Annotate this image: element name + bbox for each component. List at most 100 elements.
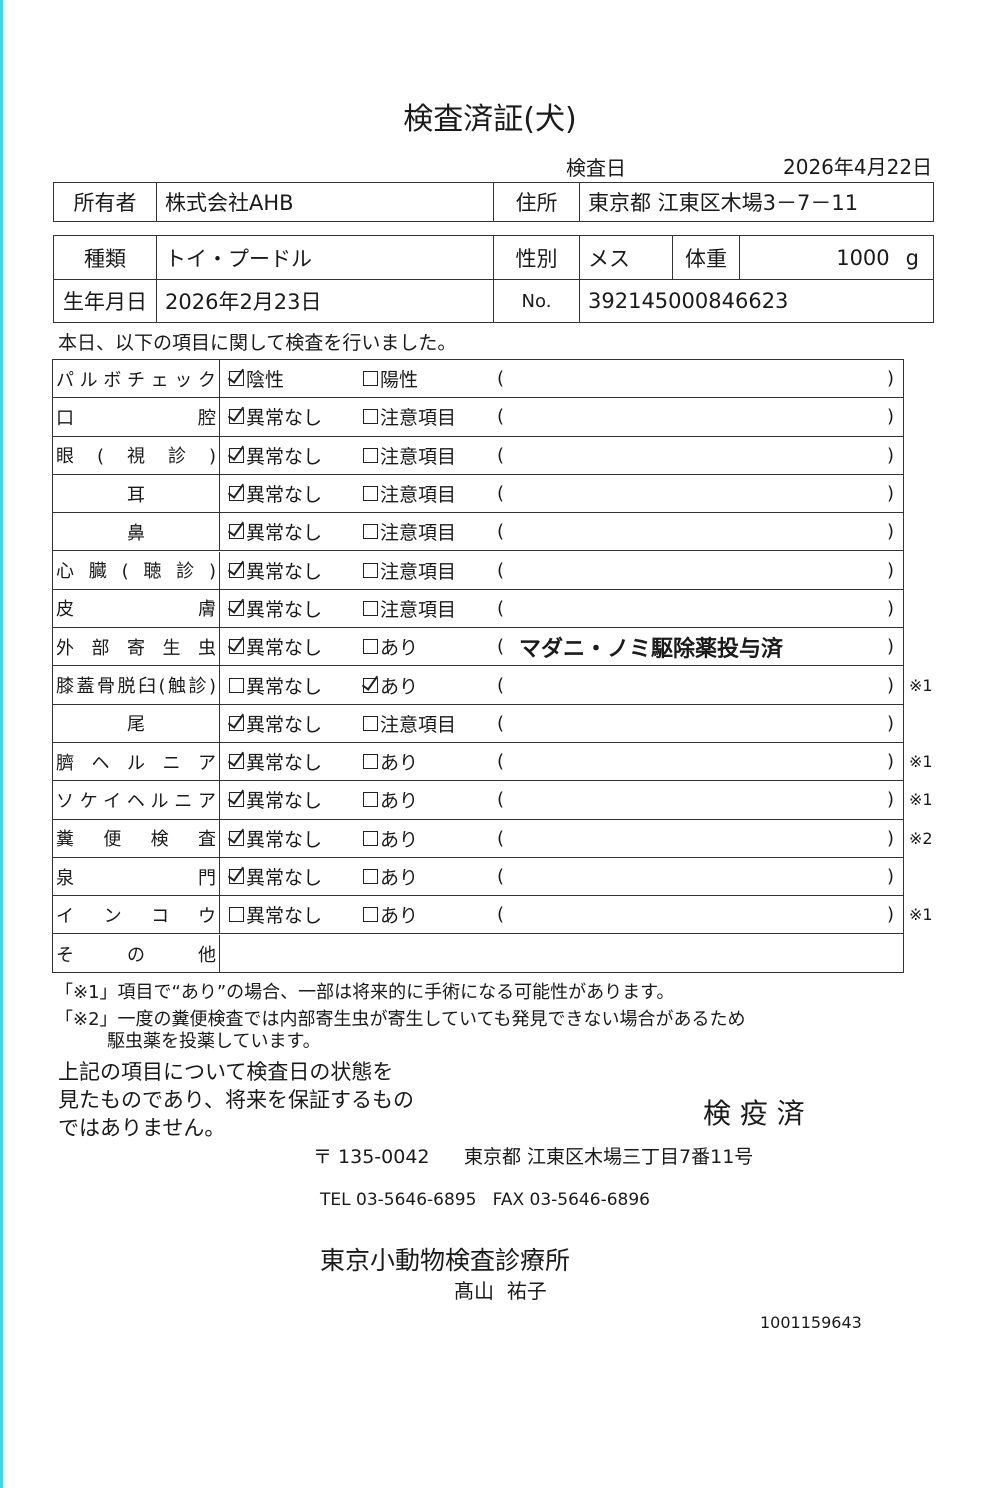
option-2[interactable]: 注意項目 (363, 552, 456, 589)
checkbox[interactable] (229, 907, 244, 923)
option-label: 注意項目 (380, 445, 457, 468)
option-2[interactable]: あり (363, 628, 418, 665)
checkbox[interactable] (229, 600, 244, 616)
close-paren: ) (887, 904, 895, 926)
inspection-row: インコウ 異常なし あり () ※1 (53, 896, 933, 935)
option-2[interactable]: 陽性 (363, 360, 418, 397)
veterinarian-name: 髙山 祐子 (454, 1279, 547, 1303)
checkbox[interactable] (363, 792, 378, 808)
owner-label: 所有者 (73, 191, 137, 215)
option-2[interactable]: 注意項目 (363, 475, 456, 512)
note-marker: ※2 (909, 828, 933, 848)
option-2[interactable]: あり (363, 781, 418, 818)
option-1[interactable]: 異常なし (229, 858, 322, 895)
checkbox[interactable] (229, 715, 244, 731)
option-1[interactable]: 異常なし (229, 820, 322, 857)
checkbox[interactable] (363, 524, 378, 540)
option-label: あり (380, 867, 419, 890)
disclaimer-line: ではありません。 (58, 1116, 226, 1140)
option-label: 注意項目 (380, 560, 457, 583)
option-1[interactable]: 異常なし (229, 398, 322, 435)
option-1[interactable]: 異常なし (229, 590, 322, 627)
item-label-text: 糞便検査 (56, 829, 216, 851)
option-1[interactable]: 異常なし (229, 628, 322, 665)
checkbox[interactable] (229, 486, 244, 502)
option-label: 注意項目 (380, 407, 457, 430)
option-1[interactable]: 陰性 (229, 360, 284, 397)
checkbox[interactable] (363, 447, 378, 463)
option-1[interactable]: 異常なし (229, 475, 322, 512)
checkbox[interactable] (363, 677, 378, 693)
checkbox[interactable] (363, 715, 378, 731)
option-2[interactable]: 注意項目 (363, 705, 456, 742)
option-2[interactable]: 注意項目 (363, 590, 456, 627)
inspection-row: 口腔 異常なし 注意項目 () (53, 398, 903, 437)
item-label-text: 泉門 (56, 867, 216, 889)
option-1[interactable]: 異常なし (229, 666, 322, 703)
checkbox[interactable] (229, 677, 244, 693)
remark-field[interactable]: マダニ・ノミ駆除薬投与済 (519, 636, 784, 662)
checkbox[interactable] (229, 830, 244, 846)
option-label: 異常なし (246, 637, 323, 660)
inspection-row: パルボチェック 陰性 陽性 () (53, 360, 903, 399)
close-paren: ) (887, 712, 895, 734)
option-1[interactable]: 異常なし (229, 552, 322, 589)
option-1[interactable]: 異常なし (229, 896, 322, 933)
checkbox[interactable] (363, 409, 378, 425)
option-2[interactable]: あり (363, 666, 418, 703)
checkbox[interactable] (363, 562, 378, 578)
option-2[interactable]: 注意項目 (363, 398, 456, 435)
option-2[interactable]: 注意項目 (363, 513, 456, 550)
item-label: 心臓(聴診) (56, 552, 216, 589)
checkbox[interactable] (229, 524, 244, 540)
weight-value: 1000 g (739, 236, 933, 280)
checkbox[interactable] (363, 600, 378, 616)
checkbox[interactable] (229, 409, 244, 425)
option-2[interactable]: あり (363, 896, 418, 933)
close-paren: ) (887, 789, 895, 811)
checkbox[interactable] (229, 447, 244, 463)
checkbox[interactable] (363, 869, 378, 885)
option-1[interactable]: 異常なし (229, 437, 322, 474)
checkbox[interactable] (363, 830, 378, 846)
checkbox[interactable] (229, 792, 244, 808)
checkbox[interactable] (229, 754, 244, 770)
checkbox[interactable] (363, 486, 378, 502)
inspection-row: 糞便検査 異常なし あり () ※2 (53, 819, 933, 858)
item-label: 尾 (56, 705, 216, 742)
checkbox[interactable] (229, 639, 244, 655)
inspection-row: 鼻 異常なし 注意項目 () (53, 513, 903, 552)
item-label-text: パルボチェック (56, 369, 216, 391)
option-2[interactable]: あり (363, 858, 418, 895)
scan-edge (0, 0, 3, 1488)
checkbox[interactable] (229, 562, 244, 578)
option-1[interactable]: 異常なし (229, 705, 322, 742)
open-paren: ( (497, 827, 505, 849)
intro-text: 本日、以下の項目に関して検査を行いました。 (58, 332, 457, 354)
option-label: あり (380, 790, 419, 813)
option-2[interactable]: あり (363, 743, 418, 780)
inspection-table: パルボチェック 陰性 陽性() 口腔 異常なし 注意項目() 眼(視診) 異常なし 注意項目()… (52, 359, 933, 973)
item-label: 臍ヘルニア (56, 743, 216, 780)
item-label-text: 臍ヘルニア (56, 752, 216, 774)
checkbox[interactable] (363, 639, 378, 655)
option-2[interactable]: 注意項目 (363, 437, 456, 474)
checkbox[interactable] (363, 754, 378, 770)
checkbox[interactable] (363, 907, 378, 923)
footnote-2-cont: 駆虫薬を投薬しています。 (107, 1031, 321, 1052)
item-label-text: ソケイヘルニア (56, 790, 216, 812)
option-1[interactable]: 異常なし (229, 781, 322, 818)
checkbox[interactable] (229, 371, 244, 387)
option-1[interactable]: 異常なし (229, 743, 322, 780)
page-title: 検査済証(犬) (403, 102, 577, 137)
close-paren: ) (887, 597, 895, 619)
item-label-text: 尾 (127, 714, 145, 736)
item-label: 糞便検査 (56, 820, 216, 857)
checkbox[interactable] (363, 371, 378, 387)
open-paren: ( (497, 444, 505, 466)
option-2[interactable]: あり (363, 820, 418, 857)
option-1[interactable]: 異常なし (229, 513, 322, 550)
option-label: 注意項目 (380, 598, 457, 621)
option-label: 異常なし (246, 675, 323, 698)
checkbox[interactable] (229, 869, 244, 885)
